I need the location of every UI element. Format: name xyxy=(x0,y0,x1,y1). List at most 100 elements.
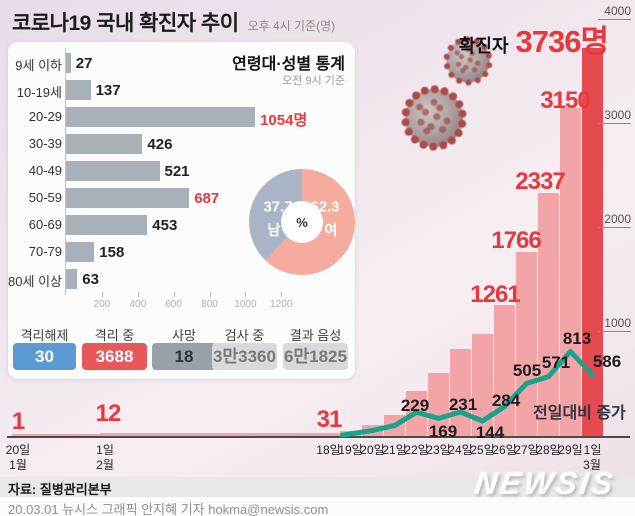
status-value-box: 3만3360 xyxy=(212,343,277,370)
y-axis-tick-label: 4000 xyxy=(598,4,631,20)
milestone-label: 2337 xyxy=(515,168,565,195)
age-bar xyxy=(66,53,71,73)
y-axis-tick-label: 3000 xyxy=(598,108,631,124)
age-axis-tick xyxy=(281,292,283,297)
age-bar xyxy=(66,134,143,154)
x-axis-date: 25일 xyxy=(470,443,495,457)
male-label: 남 xyxy=(267,222,281,238)
age-bar xyxy=(66,161,160,181)
age-bar xyxy=(66,188,190,208)
age-axis-tick-label: 1200 xyxy=(270,299,293,310)
y-axis-tick-label: 1000 xyxy=(598,316,631,332)
x-axis-date: 23일 xyxy=(426,443,451,457)
age-row-label: 9세 이하 xyxy=(15,58,62,73)
age-axis-tick-label: 200 xyxy=(93,299,111,310)
milestone-label: 3150 xyxy=(540,87,590,114)
age-axis-tick-label: 400 xyxy=(129,299,147,310)
age-row-label: 60-69 xyxy=(28,217,62,232)
age-axis-tick xyxy=(137,292,139,297)
footer-band xyxy=(0,477,635,497)
age-axis xyxy=(65,48,66,295)
line-value-label: 571 xyxy=(541,353,571,372)
x-axis-date: 22일 xyxy=(404,443,429,457)
age-axis-tick xyxy=(101,292,103,297)
y-axis-tick-label: 2000 xyxy=(598,212,631,228)
status-value-box: 3688 xyxy=(82,343,147,370)
credit-text: 20.03.01 뉴시스 그래픽 안지혜 기자 hokma@newsis.com xyxy=(8,502,329,516)
line-annotation: 전일대비 증가 xyxy=(533,405,626,422)
early-bar xyxy=(210,432,318,436)
source-text: 자료: 질병관리본부 xyxy=(8,482,112,497)
donut-center: % xyxy=(281,201,323,243)
male-percent: 37.7 xyxy=(263,198,293,216)
line-value-label: 505 xyxy=(512,361,542,380)
age-row-label: 50-59 xyxy=(28,190,62,205)
early-bar xyxy=(100,433,210,436)
line-value-label: 144 xyxy=(475,423,505,442)
line-value-label: 229 xyxy=(400,396,430,415)
age-bar-value: 27 xyxy=(75,55,93,72)
age-axis-tick xyxy=(173,292,175,297)
age-bar-value: 687 xyxy=(194,190,220,207)
virus-icon xyxy=(443,36,493,86)
x-axis-date: 1일 xyxy=(583,443,602,457)
panel-title: 연령대·성별 통계 xyxy=(232,56,345,73)
age-axis-tick-label: 600 xyxy=(165,299,182,310)
headline: 확진자 3736명 xyxy=(458,16,609,61)
age-bar xyxy=(66,269,78,289)
bar xyxy=(472,334,493,436)
female-percent: 62.3 xyxy=(310,198,340,216)
page-subtitle: 오후 4시 기준(명) xyxy=(247,19,336,33)
status-label: 결과 음성 xyxy=(289,328,342,343)
milestone-label: 31 xyxy=(316,406,343,433)
x-axis-date: 20일 xyxy=(360,443,385,457)
milestone-label: 1 xyxy=(11,408,25,435)
x-axis-date: 29일 xyxy=(558,443,583,457)
headline-label: 확진자 xyxy=(458,36,509,56)
status-value-box: 18 xyxy=(152,343,216,370)
age-bar-value: 521 xyxy=(164,163,190,180)
bar xyxy=(318,432,339,436)
status-label: 격리해제 xyxy=(20,328,69,343)
x-axis-date: 18일 xyxy=(316,443,341,457)
x-axis-date: 27일 xyxy=(514,443,539,457)
age-axis-tick xyxy=(245,292,247,297)
header: 코로나19 국내 확진자 추이 오후 4시 기준(명) xyxy=(12,7,335,37)
x-axis-date: 20일 xyxy=(5,443,31,457)
x-axis-date: 26일 xyxy=(492,443,517,457)
x-axis-month: 3월 xyxy=(583,458,601,472)
milestone-label: 12 xyxy=(95,400,122,427)
headline-value: 3736명 xyxy=(515,24,609,59)
milestone-label: 1766 xyxy=(491,227,541,254)
virus-icon xyxy=(401,85,467,151)
age-bar-value: 426 xyxy=(147,136,173,153)
status-label: 검사 중 xyxy=(224,328,265,343)
age-row-label: 80세 이상 xyxy=(8,274,62,289)
status-label: 격리 중 xyxy=(94,328,135,343)
age-bar-value: 453 xyxy=(152,217,178,234)
age-bar-value: 137 xyxy=(95,82,121,99)
age-row-label: 70-79 xyxy=(28,244,62,259)
early-bar xyxy=(12,434,100,436)
age-row-label: 20-29 xyxy=(28,109,62,124)
credit-strip xyxy=(0,497,635,516)
x-axis-date: 1일 xyxy=(96,443,114,457)
newsis-logo: NEWSIS xyxy=(472,466,618,501)
age-gender-panel: 연령대·성별 통계 오전 9시 기준 9세 이하 27 10-19세 137 20-29… xyxy=(8,42,355,379)
bar xyxy=(582,47,603,436)
age-bar xyxy=(66,242,95,262)
x-axis-date: 24일 xyxy=(448,443,473,457)
age-bar-value: 1054명 xyxy=(260,112,308,129)
status-row: 격리해제 30 격리 중 3688 사망 18 검사 중 3만3360 결과 음성 6만1825 xyxy=(8,312,355,379)
age-row-label: 30-39 xyxy=(28,136,62,151)
line-value-label: 284 xyxy=(491,391,521,410)
female-label: 여 xyxy=(324,222,338,238)
line-value-label: 169 xyxy=(428,422,458,441)
status-label: 사망 xyxy=(172,328,196,343)
age-row-label: 40-49 xyxy=(28,163,62,178)
age-bar xyxy=(66,107,256,127)
age-axis-tick xyxy=(209,292,211,297)
age-bar-value: 158 xyxy=(99,244,125,261)
